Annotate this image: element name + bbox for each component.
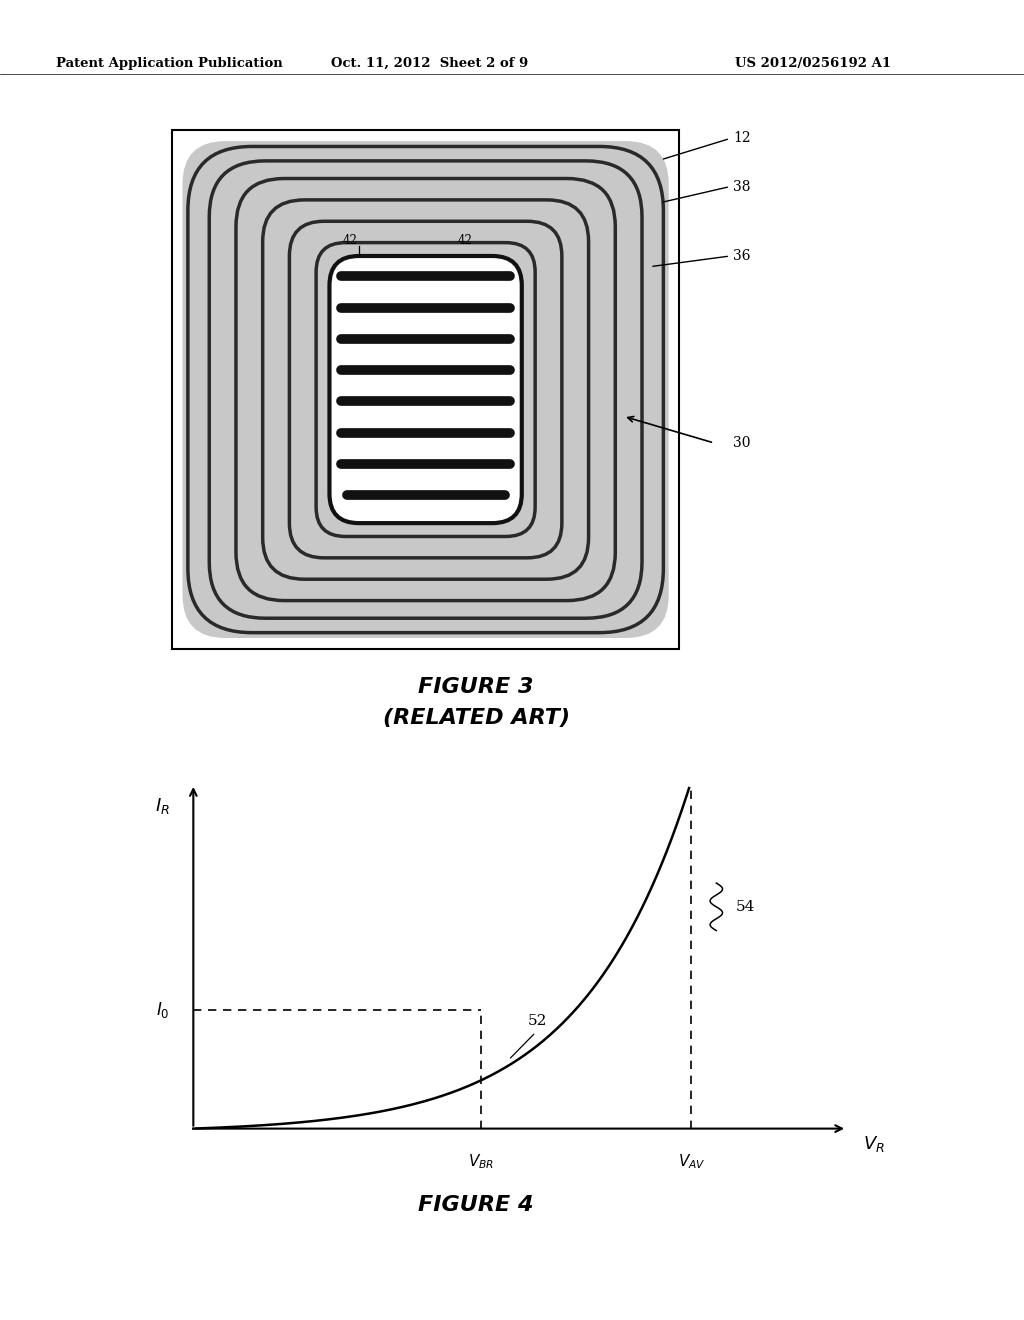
FancyBboxPatch shape	[290, 222, 562, 558]
Text: Patent Application Publication: Patent Application Publication	[56, 57, 283, 70]
Text: 36: 36	[733, 249, 751, 263]
Text: Oct. 11, 2012  Sheet 2 of 9: Oct. 11, 2012 Sheet 2 of 9	[332, 57, 528, 70]
Text: US 2012/0256192 A1: US 2012/0256192 A1	[735, 57, 891, 70]
Text: 38: 38	[733, 180, 751, 194]
Text: (RELATED ART): (RELATED ART)	[383, 708, 569, 727]
Text: 52: 52	[528, 1014, 548, 1028]
FancyBboxPatch shape	[263, 199, 589, 579]
Bar	[172, 131, 679, 648]
Text: FIGURE 4: FIGURE 4	[419, 1195, 534, 1214]
Text: $V_{AV}$: $V_{AV}$	[678, 1152, 706, 1171]
Text: $I_R$: $I_R$	[155, 796, 170, 816]
FancyBboxPatch shape	[182, 141, 669, 638]
Text: $V_R$: $V_R$	[862, 1134, 885, 1155]
Text: $I_0$: $I_0$	[157, 999, 170, 1020]
Text: 54: 54	[736, 900, 755, 913]
FancyBboxPatch shape	[330, 256, 522, 523]
Text: 42: 42	[458, 234, 472, 247]
Text: FIGURE 3: FIGURE 3	[419, 677, 534, 697]
Text: 12: 12	[733, 132, 751, 145]
Text: 42: 42	[343, 234, 357, 247]
FancyBboxPatch shape	[209, 161, 642, 618]
Text: $V_{BR}$: $V_{BR}$	[468, 1152, 495, 1171]
FancyBboxPatch shape	[236, 178, 615, 601]
FancyBboxPatch shape	[316, 243, 536, 536]
Text: 30: 30	[733, 436, 751, 450]
FancyBboxPatch shape	[187, 147, 664, 632]
